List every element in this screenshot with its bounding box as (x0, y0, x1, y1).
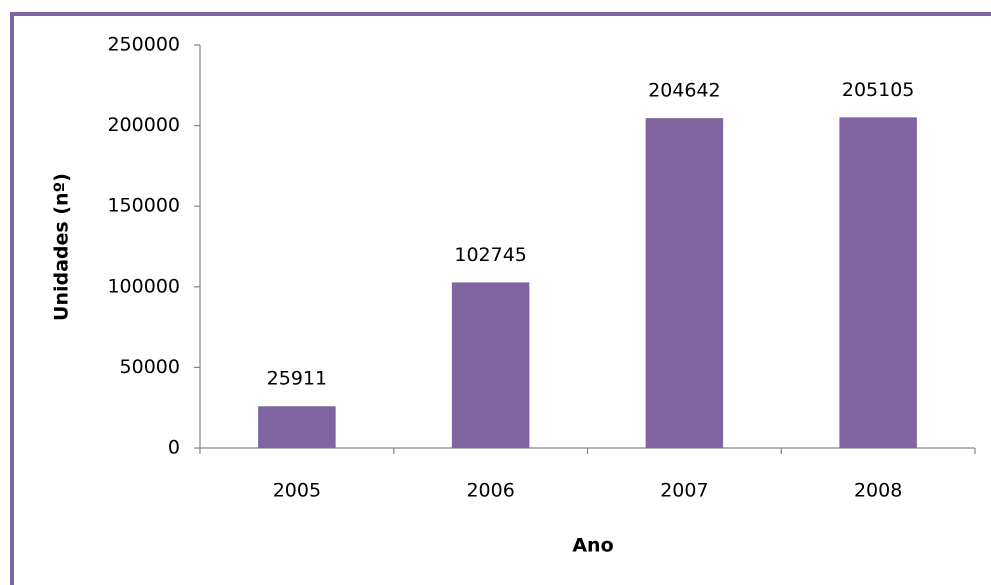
y-tick-label: 200000 (107, 114, 180, 136)
bar (645, 118, 724, 448)
x-tick-label: 2005 (273, 480, 321, 502)
bar (258, 406, 336, 448)
data-label: 25911 (267, 368, 327, 390)
y-axis-title: Unidades (nº) (51, 173, 73, 321)
x-tick-label: 2008 (854, 480, 902, 502)
y-tick-label: 250000 (107, 34, 180, 56)
data-label: 102745 (454, 244, 527, 266)
data-label: 205105 (842, 79, 915, 101)
bar (451, 282, 530, 448)
y-tick-label: 50000 (120, 356, 180, 378)
x-tick-label: 2007 (660, 480, 708, 502)
y-tick-label: 150000 (107, 195, 180, 217)
y-tick-label: 100000 (107, 275, 180, 297)
data-label: 204642 (648, 80, 721, 102)
x-tick-label: 2006 (466, 480, 514, 502)
y-tick-label: 0 (168, 437, 180, 459)
x-axis-title: Ano (572, 535, 613, 557)
bar (839, 117, 917, 449)
